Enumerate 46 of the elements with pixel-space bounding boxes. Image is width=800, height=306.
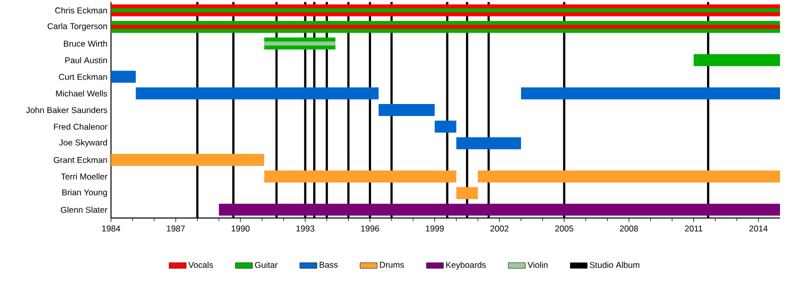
bar bbox=[456, 137, 522, 150]
x-tick-label: 1990 bbox=[232, 226, 250, 232]
legend-label: Studio Album bbox=[590, 262, 640, 268]
bar bbox=[434, 120, 456, 133]
legend-label: Keyboards bbox=[446, 262, 486, 270]
bar bbox=[111, 24, 780, 29]
x-tick-label: 1999 bbox=[426, 226, 444, 232]
bar bbox=[218, 204, 780, 216]
x-tick-label: 2002 bbox=[490, 226, 508, 232]
bar bbox=[378, 104, 435, 116]
x-tick-label: 2011 bbox=[685, 226, 702, 232]
legend-label: Bass bbox=[320, 262, 338, 268]
x-tick-label: 2014 bbox=[749, 226, 768, 232]
y-tick-label: Joe Skyward bbox=[59, 139, 107, 148]
y-tick-label: Terri Moeller bbox=[61, 173, 108, 180]
x-tick-label: 1987 bbox=[166, 226, 185, 232]
y-tick-label: Grant Eckman bbox=[54, 156, 107, 163]
y-tick-label: Curt Eckman bbox=[58, 74, 107, 80]
y-tick-label: Chris Eckman bbox=[55, 7, 107, 14]
y-tick-label: Michael Wells bbox=[56, 90, 108, 96]
bar bbox=[264, 170, 456, 182]
legend-label: Guitar bbox=[255, 262, 278, 268]
bar bbox=[111, 154, 264, 166]
bar bbox=[478, 170, 780, 182]
x-tick-label: 1984 bbox=[102, 226, 120, 232]
bar bbox=[111, 8, 780, 12]
bar bbox=[521, 87, 780, 100]
x-tick-label: 1993 bbox=[296, 226, 314, 232]
y-tick-label: Bruce Wirth bbox=[64, 40, 107, 47]
x-tick-label: 2005 bbox=[555, 226, 574, 232]
bar bbox=[694, 54, 780, 66]
legend-label: Vocals bbox=[188, 262, 213, 268]
y-tick-label: Brian Young bbox=[62, 189, 107, 198]
y-tick-label: Paul Austin bbox=[65, 57, 107, 64]
bar bbox=[456, 187, 478, 200]
bar bbox=[136, 87, 379, 100]
legend-label: Drums bbox=[380, 262, 404, 268]
bar bbox=[111, 70, 136, 83]
legend-label: Violin bbox=[528, 262, 548, 268]
x-tick-label: 1996 bbox=[361, 226, 380, 232]
y-tick-label: Glenn Slater bbox=[60, 206, 108, 213]
y-tick-label: Fred Chalenor bbox=[54, 124, 108, 130]
bar bbox=[264, 42, 336, 46]
x-tick-label: 2008 bbox=[620, 226, 638, 232]
y-tick-label: John Baker Saunders bbox=[26, 106, 108, 114]
y-tick-label: Carla Torgerson bbox=[48, 22, 107, 31]
